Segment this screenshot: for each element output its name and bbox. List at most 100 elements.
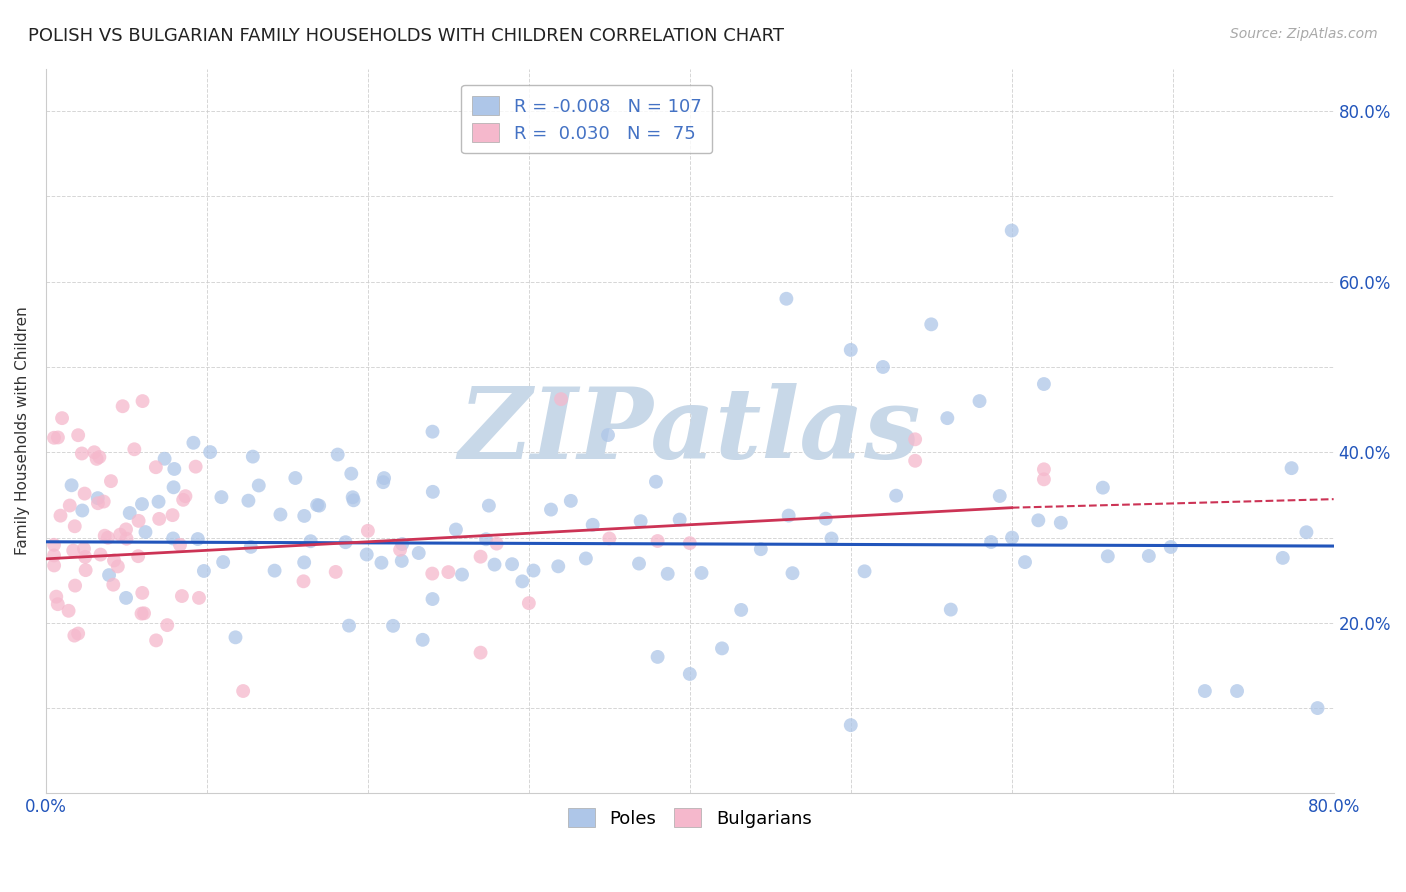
Point — [1032, 472, 1054, 486]
Point — [470, 646, 492, 660]
Point — [647, 534, 669, 549]
Y-axis label: Family Households with Children: Family Households with Children — [15, 307, 30, 556]
Point — [645, 475, 668, 489]
Point — [87, 491, 110, 505]
Point — [1049, 516, 1071, 530]
Point — [501, 557, 523, 571]
Point — [145, 460, 167, 475]
Point — [86, 451, 108, 466]
Text: Source: ZipAtlas.com: Source: ZipAtlas.com — [1230, 27, 1378, 41]
Point — [326, 448, 349, 462]
Point — [711, 641, 734, 656]
Point — [198, 445, 221, 459]
Point — [162, 532, 184, 546]
Point — [115, 532, 138, 546]
Point — [67, 428, 90, 442]
Point — [1306, 701, 1329, 715]
Point — [1271, 550, 1294, 565]
Point — [437, 565, 460, 579]
Point — [46, 430, 69, 444]
Point — [408, 546, 430, 560]
Point — [247, 478, 270, 492]
Point — [749, 542, 772, 557]
Point — [183, 435, 205, 450]
Point — [420, 566, 443, 581]
Point — [668, 512, 690, 526]
Point — [75, 549, 97, 564]
Point — [148, 494, 170, 508]
Point — [340, 467, 363, 481]
Point — [1295, 525, 1317, 540]
Point — [111, 399, 134, 413]
Point — [93, 494, 115, 508]
Point — [232, 684, 254, 698]
Point — [1226, 684, 1249, 698]
Point — [782, 566, 804, 581]
Point — [1097, 549, 1119, 564]
Point — [1032, 462, 1054, 476]
Point — [193, 564, 215, 578]
Point — [1001, 531, 1024, 545]
Point — [60, 478, 83, 492]
Text: ZIPatlas: ZIPatlas — [458, 383, 921, 479]
Point — [134, 524, 156, 539]
Point — [63, 519, 86, 533]
Point — [131, 497, 153, 511]
Point — [73, 486, 96, 500]
Point — [72, 503, 94, 517]
Point — [1091, 481, 1114, 495]
Point — [49, 508, 72, 523]
Point — [89, 548, 111, 562]
Point — [1032, 377, 1054, 392]
Point — [560, 494, 582, 508]
Point — [730, 603, 752, 617]
Point — [939, 602, 962, 616]
Point — [97, 531, 120, 545]
Point — [357, 524, 380, 538]
Point — [307, 498, 329, 512]
Point — [775, 292, 797, 306]
Point — [242, 450, 264, 464]
Point — [70, 446, 93, 460]
Point — [292, 508, 315, 523]
Point — [156, 618, 179, 632]
Point — [582, 517, 605, 532]
Point — [118, 506, 141, 520]
Point — [172, 492, 194, 507]
Point — [224, 630, 246, 644]
Point — [45, 590, 67, 604]
Point — [342, 490, 364, 504]
Point — [124, 442, 146, 457]
Point — [284, 471, 307, 485]
Point — [540, 502, 562, 516]
Point — [522, 564, 544, 578]
Point — [325, 565, 347, 579]
Point — [391, 537, 413, 551]
Point — [444, 523, 467, 537]
Point — [412, 632, 434, 647]
Point — [131, 586, 153, 600]
Point — [475, 533, 498, 547]
Point — [422, 484, 444, 499]
Point — [67, 626, 90, 640]
Point — [1194, 684, 1216, 698]
Point — [131, 607, 153, 621]
Point — [920, 318, 942, 332]
Point — [308, 499, 330, 513]
Point — [690, 566, 713, 580]
Point — [337, 618, 360, 632]
Point — [209, 490, 232, 504]
Point — [969, 394, 991, 409]
Point — [679, 536, 702, 550]
Point — [292, 574, 315, 589]
Point — [87, 496, 110, 510]
Point — [1281, 461, 1303, 475]
Point — [239, 540, 262, 554]
Point — [627, 557, 650, 571]
Point — [370, 556, 392, 570]
Point — [42, 538, 65, 552]
Point — [517, 596, 540, 610]
Point — [107, 559, 129, 574]
Point — [100, 474, 122, 488]
Point — [839, 718, 862, 732]
